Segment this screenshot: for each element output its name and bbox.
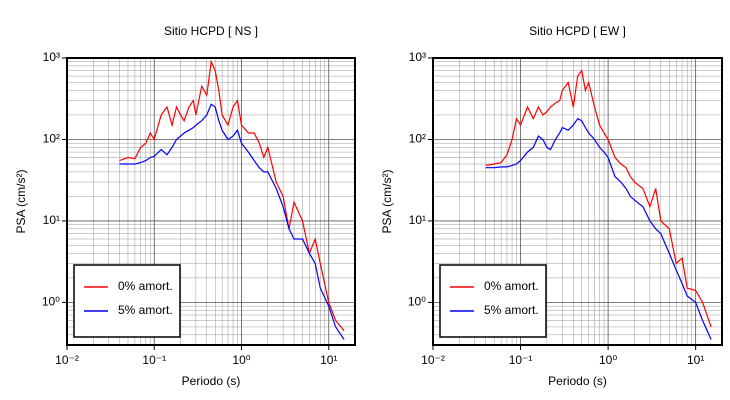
y-tick-label: 10² (409, 132, 426, 146)
y-tick-label: 10⁰ (408, 295, 426, 309)
y-tick-label: 10² (43, 132, 60, 146)
x-tick-label: 10⁻¹ (142, 353, 166, 367)
x-tick-label: 10⁰ (599, 353, 617, 367)
chart-title: Sitio HCPD [ EW ] (529, 24, 626, 38)
legend-label: 0% amort. (118, 279, 173, 293)
y-axis-label: PSA (cm/s²) (14, 169, 28, 233)
y-tick-label: 10¹ (409, 213, 426, 227)
x-tick-label: 10⁻² (55, 353, 79, 367)
x-tick-label: 10¹ (320, 353, 337, 367)
data-line (485, 117, 712, 340)
y-tick-label: 10³ (409, 50, 426, 64)
plot-frame (432, 57, 723, 346)
chart-title: Sitio HCPD [ NS ] (164, 24, 258, 38)
x-axis-label: Periodo (s) (548, 374, 607, 388)
legend-label: 0% amort. (484, 279, 539, 293)
x-tick-label: 10⁻¹ (509, 353, 533, 367)
legend-label: 5% amort. (118, 303, 173, 317)
y-tick-label: 10³ (43, 50, 60, 64)
y-axis-label: PSA (cm/s²) (380, 169, 394, 233)
x-tick-label: 10¹ (687, 353, 704, 367)
legend-box (73, 264, 181, 338)
data-line (119, 103, 345, 340)
data-line (119, 59, 345, 332)
x-axis-label: Periodo (s) (182, 374, 241, 388)
data-line (485, 69, 712, 328)
legend-label: 5% amort. (484, 303, 539, 317)
x-tick-label: 10⁻² (421, 353, 445, 367)
plot-frame (66, 57, 356, 346)
x-tick-label: 10⁰ (232, 353, 250, 367)
legend-box (439, 264, 547, 338)
y-tick-label: 10¹ (43, 213, 60, 227)
y-tick-label: 10⁰ (42, 295, 60, 309)
